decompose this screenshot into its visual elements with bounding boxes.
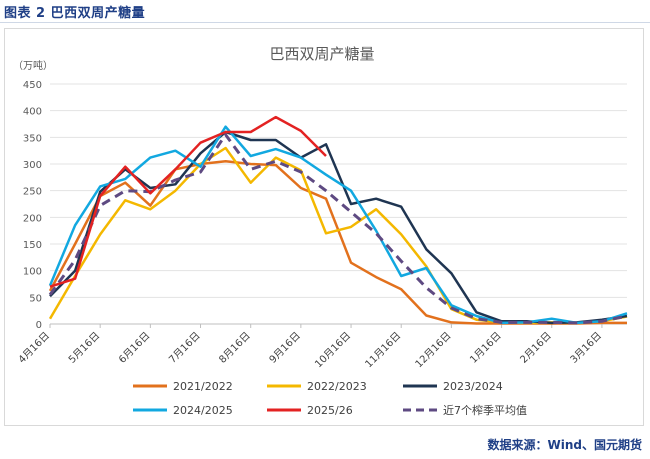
y-tick-label: 200: [23, 213, 42, 224]
y-unit-label: （万吨）: [13, 59, 53, 72]
y-tick-label: 0: [36, 320, 42, 331]
x-tick-label: 12月16日: [413, 330, 454, 371]
y-tick-labels: 0 50 100 150 200 250 300 350 400 450: [23, 80, 42, 331]
x-tick-label: 4月16日: [16, 330, 52, 366]
x-tick-label: 3月16日: [568, 330, 604, 366]
figure-caption: 图表 2 巴西双周产糖量: [4, 6, 146, 21]
series-line-3: [48, 125, 628, 325]
data-source: 数据来源：Wind、国元期货: [487, 438, 642, 452]
y-tick-label: 150: [23, 240, 42, 251]
legend-label: 2021/2022: [173, 380, 233, 393]
y-tick-label: 350: [23, 133, 42, 144]
y-tick-label: 300: [23, 160, 42, 171]
legend-label: 2023/2024: [443, 380, 503, 393]
legend-label: 2024/2025: [173, 404, 233, 417]
legend: 2021/2022 2022/2023 2023/2024 2024/2025 2025…: [133, 380, 527, 417]
legend-label: 近7个榨季平均值: [443, 403, 527, 417]
x-tick-label: 2月16日: [518, 330, 554, 366]
chart-title: 巴西双周产糖量: [269, 45, 374, 63]
chart-frame: 巴西双周产糖量 （万吨） 0 50 100 150 200 250 300 350 400 450…: [4, 28, 644, 426]
y-tick-label: 450: [23, 80, 42, 91]
x-tick-label: 6月16日: [116, 330, 152, 366]
series-line-4: [49, 115, 327, 288]
x-tick-labels: 4月16日 5月16日 6月16日 7月16日 8月16日 9月16日 10月16日 11月1…: [16, 324, 604, 370]
legend-label: 2022/2023: [307, 380, 367, 393]
series-lines: [48, 115, 628, 325]
caption-divider: [0, 22, 650, 23]
series-line-5: [48, 133, 628, 325]
x-tick-label: 10月16日: [313, 330, 354, 371]
y-tick-label: 250: [23, 187, 42, 198]
x-tick-label: 7月16日: [167, 330, 203, 366]
x-tick-label: 11月16日: [363, 330, 404, 371]
x-tick-label: 1月16日: [468, 330, 504, 366]
sugar-production-chart: 巴西双周产糖量 （万吨） 0 50 100 150 200 250 300 350 400 450…: [13, 45, 628, 417]
series-line-0: [48, 160, 627, 325]
y-tick-label: 50: [29, 293, 42, 304]
x-tick-label: 5月16日: [66, 330, 102, 366]
y-tick-label: 100: [23, 267, 42, 278]
y-tick-label: 400: [23, 107, 42, 118]
x-tick-label: 9月16日: [267, 330, 303, 366]
x-tick-label: 8月16日: [217, 330, 253, 366]
legend-label: 2025/26: [307, 404, 353, 417]
